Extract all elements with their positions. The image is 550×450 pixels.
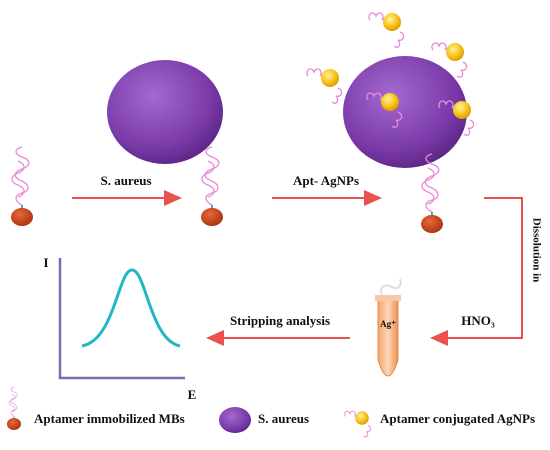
step-label: HNO₃ <box>461 313 495 328</box>
aptamer <box>201 146 220 212</box>
legend-icon <box>219 407 251 433</box>
step-label: S. aureus <box>100 173 151 188</box>
axis-label: I <box>43 255 48 270</box>
magnetic-bead <box>11 208 33 226</box>
ion-label: Ag⁺ <box>380 319 396 329</box>
axes <box>58 258 185 380</box>
tube <box>377 299 399 377</box>
bacterium <box>107 60 223 164</box>
legend-text: S. aureus <box>258 411 309 426</box>
aptamer <box>11 146 30 212</box>
bacterium <box>343 56 467 168</box>
legend-icon <box>7 418 21 430</box>
magnetic-bead <box>201 208 223 226</box>
step-label: Dissolution in <box>530 218 542 283</box>
tube-cap <box>375 295 401 301</box>
step-label: Apt- AgNPs <box>293 173 359 188</box>
legend-icon <box>8 386 18 420</box>
step-label: Stripping analysis <box>230 313 330 328</box>
axis-label: E <box>188 387 197 402</box>
peak-curve <box>81 268 181 348</box>
agnp <box>306 68 343 104</box>
legend-text: Aptamer immobilized MBs <box>34 411 185 426</box>
legend-icon <box>344 410 372 438</box>
tube-lid <box>380 278 402 296</box>
legend-text: Aptamer conjugated AgNPs <box>380 411 535 426</box>
magnetic-bead <box>421 215 443 233</box>
arrow <box>430 197 523 346</box>
agnp <box>368 12 405 48</box>
